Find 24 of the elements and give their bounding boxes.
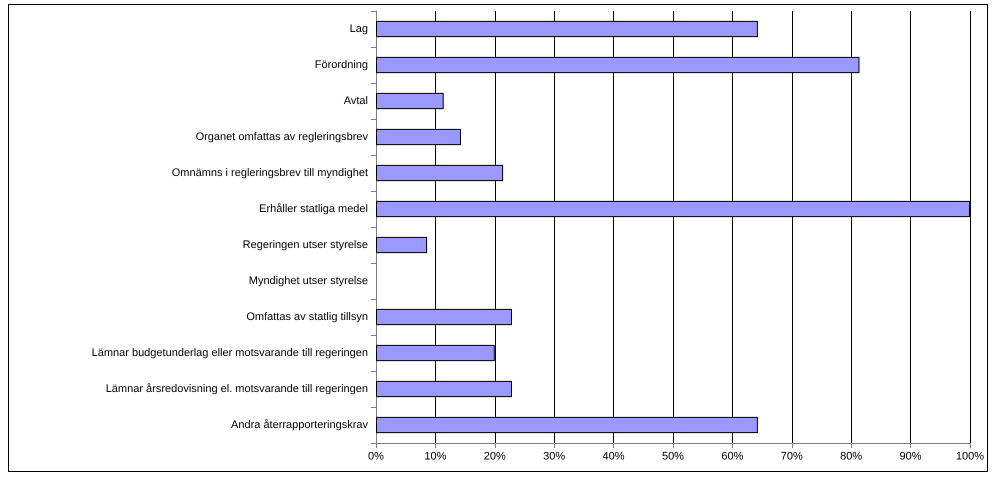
x-tick-label: 0% bbox=[368, 450, 384, 462]
x-tick-label: 20% bbox=[484, 450, 506, 462]
x-tick-label: 50% bbox=[662, 450, 684, 462]
x-tick-label: 90% bbox=[900, 450, 922, 462]
y-tick-label: Organet omfattas av regleringsbrev bbox=[196, 131, 368, 143]
y-tick-label: Lag bbox=[350, 23, 368, 35]
bar bbox=[376, 236, 428, 254]
x-tick-label: 30% bbox=[543, 450, 566, 462]
x-tick-label: 80% bbox=[840, 450, 862, 462]
x-tick-label: 100% bbox=[956, 450, 984, 462]
y-tick-label: Myndighet utser styrelse bbox=[248, 275, 368, 287]
y-tick-label: Förordning bbox=[314, 59, 368, 71]
y-tick-label: Regeringen utser styrelse bbox=[242, 239, 368, 251]
y-tick-label: Andra återrapporteringskrav bbox=[231, 419, 368, 431]
y-tick-label: Avtal bbox=[344, 95, 368, 107]
y-tick-label: Lämnar budgetunderlag eller motsvarande till regeringen bbox=[92, 347, 368, 359]
y-tick-label: Lämnar årsredovisning el. motsvarande till regeringen bbox=[106, 383, 368, 395]
y-tick-label: Erhåller statliga medel bbox=[259, 203, 368, 215]
y-tick-label: Omfattas av statlig tillsyn bbox=[246, 311, 368, 323]
y-tick-label: Omnämns i regleringsbrev till myndighet bbox=[172, 167, 368, 179]
x-tick-label: 10% bbox=[424, 450, 447, 462]
x-tick-label: 60% bbox=[721, 450, 744, 462]
x-tick-label: 70% bbox=[780, 450, 803, 462]
x-tick-label: 40% bbox=[602, 450, 625, 462]
